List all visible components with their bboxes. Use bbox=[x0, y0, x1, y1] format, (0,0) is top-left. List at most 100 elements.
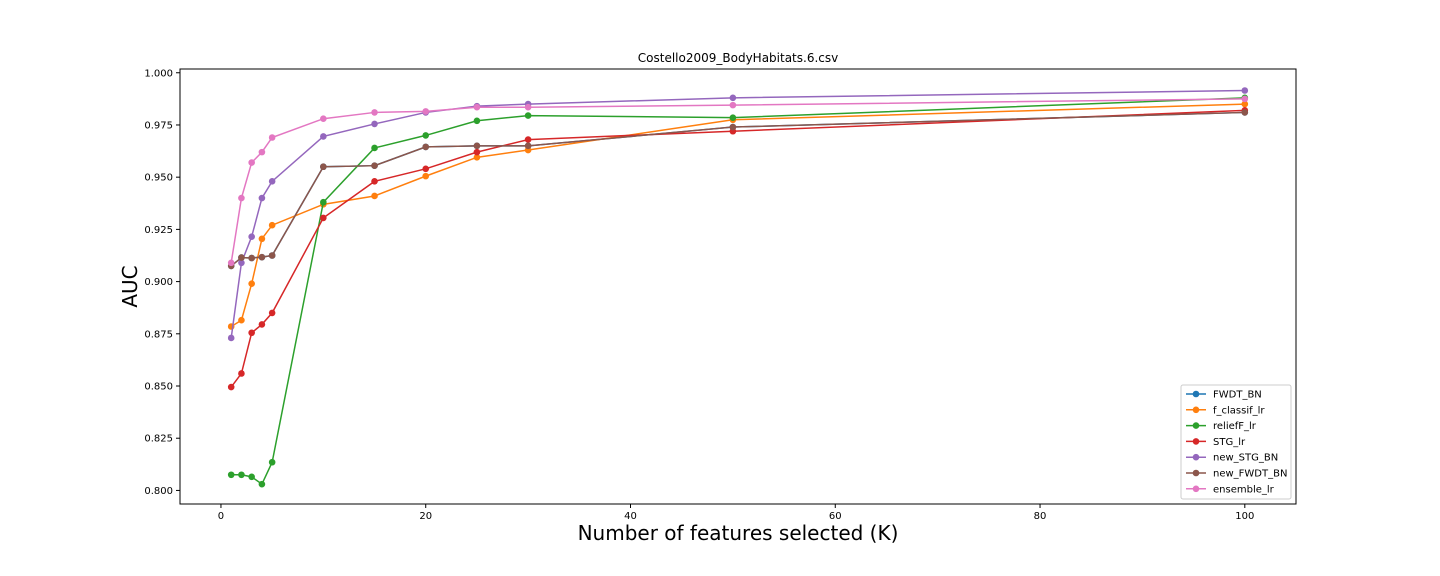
series-ensemble_lr bbox=[227, 95, 1249, 267]
data-point bbox=[371, 109, 378, 116]
data-point bbox=[422, 108, 430, 115]
legend-entry: new_FWDT_BN bbox=[1186, 469, 1287, 480]
x-tick-label: 40 bbox=[624, 511, 637, 522]
legend-swatch-marker bbox=[1192, 406, 1200, 414]
data-point bbox=[238, 259, 245, 267]
data-point bbox=[248, 233, 255, 240]
data-point bbox=[268, 134, 276, 141]
legend-entry: new_STG_BN bbox=[1186, 453, 1278, 464]
data-point bbox=[729, 94, 737, 102]
data-point bbox=[473, 117, 481, 125]
x-tick-label: 100 bbox=[1235, 511, 1254, 522]
plot-area-frame bbox=[179, 68, 1297, 505]
data-point bbox=[371, 192, 378, 200]
y-axis: 0.800 0.825 0.850 0.875 0.900 0.925 0.950 0.975… bbox=[144, 68, 180, 497]
legend-entry: STG_lr bbox=[1186, 437, 1246, 448]
x-tick-label: 60 bbox=[829, 511, 842, 522]
y-tick-label: 0.825 bbox=[144, 434, 173, 445]
y-tick-label: 0.875 bbox=[144, 329, 173, 340]
data-point bbox=[1241, 100, 1249, 108]
legend-label: ensemble_lr bbox=[1213, 484, 1275, 495]
data-point bbox=[320, 198, 327, 206]
data-point bbox=[320, 133, 327, 140]
chart-title: Costello2009_BodyHabitats.6.csv bbox=[638, 51, 838, 65]
legend-label: new_STG_BN bbox=[1213, 453, 1278, 464]
data-point bbox=[1241, 109, 1249, 116]
legend-label: STG_lr bbox=[1213, 437, 1246, 448]
legend-entry: reliefF_lr bbox=[1186, 421, 1257, 432]
legend-swatch-marker bbox=[1192, 390, 1200, 398]
data-point bbox=[238, 316, 245, 324]
data-point bbox=[258, 148, 266, 156]
legend-entry: ensemble_lr bbox=[1186, 484, 1275, 495]
data-point bbox=[524, 136, 532, 143]
data-point bbox=[729, 123, 737, 131]
legend-label: f_classif_lr bbox=[1213, 405, 1265, 416]
data-point bbox=[524, 103, 532, 111]
data-point bbox=[227, 334, 235, 342]
series-line bbox=[230, 109, 1245, 388]
data-point bbox=[248, 280, 255, 287]
data-point bbox=[320, 214, 327, 222]
data-point bbox=[258, 321, 266, 328]
y-tick-label: 0.975 bbox=[144, 120, 173, 131]
data-point bbox=[227, 259, 235, 267]
data-point bbox=[268, 309, 276, 317]
data-point bbox=[1241, 95, 1249, 103]
data-point bbox=[524, 112, 532, 119]
data-point bbox=[268, 458, 276, 466]
y-tick-label: 0.850 bbox=[144, 382, 173, 393]
x-tick-label: 80 bbox=[1034, 511, 1047, 522]
data-point bbox=[248, 473, 255, 481]
data-point bbox=[1241, 87, 1249, 94]
data-point bbox=[422, 143, 430, 151]
legend: FWDT_BN f_classif_lr reliefF_lr STG_lr new_S… bbox=[1180, 384, 1292, 500]
x-axis-label: Number of features selected (K) bbox=[578, 521, 899, 545]
data-point bbox=[258, 253, 266, 261]
data-point bbox=[320, 115, 327, 123]
legend-swatch-marker bbox=[1192, 422, 1200, 429]
legend-swatch-marker bbox=[1192, 438, 1200, 445]
data-point bbox=[238, 370, 245, 377]
data-point bbox=[524, 142, 532, 150]
data-point bbox=[248, 159, 255, 166]
series-line bbox=[230, 89, 1245, 339]
data-point bbox=[268, 221, 276, 229]
data-point bbox=[473, 154, 481, 161]
y-tick-label: 0.925 bbox=[144, 225, 173, 236]
data-point bbox=[238, 471, 245, 479]
x-axis: 0 20 40 60 80 100 bbox=[218, 504, 1254, 522]
legend-label: FWDT_BN bbox=[1213, 390, 1262, 401]
data-point bbox=[227, 471, 235, 479]
legend-entry: f_classif_lr bbox=[1186, 405, 1265, 416]
data-point bbox=[238, 194, 245, 202]
y-tick-label: 0.900 bbox=[144, 277, 173, 288]
data-point bbox=[258, 235, 266, 243]
legend-label: new_FWDT_BN bbox=[1213, 469, 1287, 480]
x-tick-label: 0 bbox=[218, 511, 224, 522]
y-axis-label: AUC bbox=[118, 265, 142, 307]
series-layer bbox=[227, 87, 1249, 488]
y-tick-label: 0.800 bbox=[144, 486, 173, 497]
y-tick-label: 0.950 bbox=[144, 173, 173, 184]
legend-swatch-marker bbox=[1192, 485, 1200, 493]
legend-box bbox=[1180, 384, 1292, 500]
legend-swatch-marker bbox=[1192, 453, 1200, 461]
data-point bbox=[248, 254, 255, 262]
data-point bbox=[473, 148, 481, 156]
data-point bbox=[371, 144, 378, 152]
data-point bbox=[422, 172, 430, 180]
data-point bbox=[320, 163, 327, 171]
legend-swatch-marker bbox=[1192, 469, 1200, 477]
data-point bbox=[238, 254, 245, 261]
data-point bbox=[258, 480, 266, 488]
data-point bbox=[371, 162, 378, 169]
data-point bbox=[371, 178, 378, 185]
data-point bbox=[258, 194, 266, 202]
data-point bbox=[268, 178, 276, 185]
legend-label: reliefF_lr bbox=[1213, 421, 1257, 432]
data-point bbox=[422, 165, 430, 173]
data-point bbox=[248, 329, 255, 337]
